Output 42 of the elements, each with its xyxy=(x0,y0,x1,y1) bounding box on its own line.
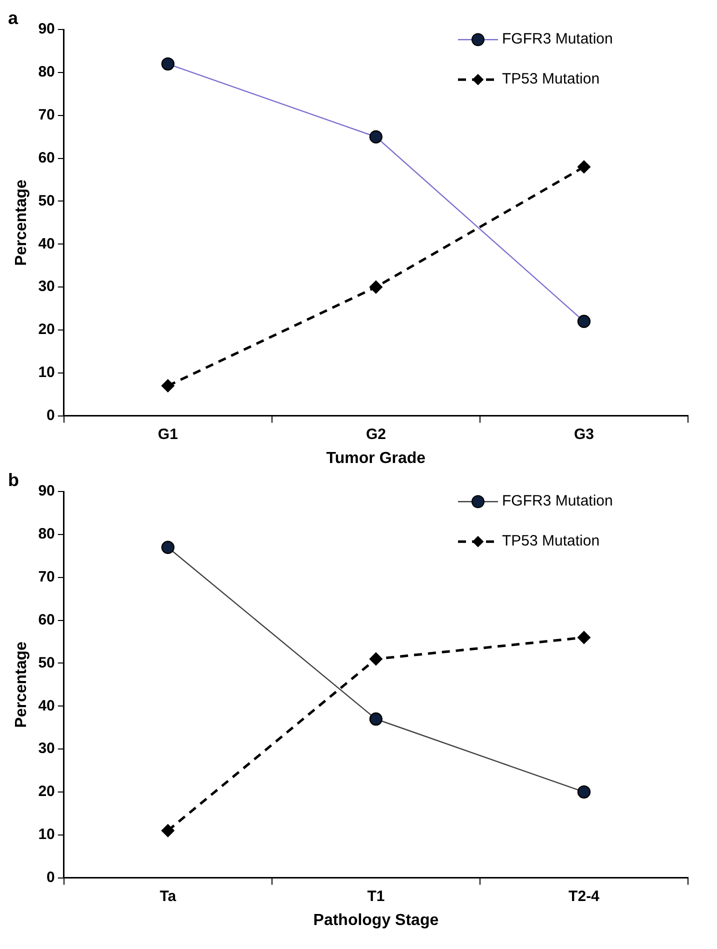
y-tick-label: 30 xyxy=(38,740,55,758)
y-tick-label: 10 xyxy=(38,826,55,844)
y-tick-label: 0 xyxy=(46,406,55,424)
point xyxy=(162,380,174,392)
y-tick-label: 40 xyxy=(38,697,55,714)
y-tick-label: 60 xyxy=(38,611,55,628)
point xyxy=(162,824,174,837)
legend-label: TP53 Mutation xyxy=(502,70,600,88)
y-axis-title: Percentage xyxy=(13,641,30,728)
y-tick-label: 90 xyxy=(38,482,55,500)
x-tick-label: G2 xyxy=(366,426,386,443)
point xyxy=(578,631,590,644)
point xyxy=(578,160,590,174)
legend-label: FGFR3 Mutation xyxy=(502,30,613,48)
y-axis-title: Percentage xyxy=(13,179,30,266)
y-tick-label: 0 xyxy=(46,868,55,886)
x-axis-title: Tumor Grade xyxy=(326,450,426,467)
x-tick-label: Ta xyxy=(160,888,177,905)
x-tick-label: G3 xyxy=(574,426,594,443)
x-tick-label: T2-4 xyxy=(568,888,600,905)
y-tick-label: 80 xyxy=(38,64,55,81)
point xyxy=(370,280,382,294)
y-tick-label: 20 xyxy=(38,321,55,338)
y-tick-label: 50 xyxy=(38,192,55,210)
y-tick-label: 90 xyxy=(38,20,55,38)
y-tick-label: 30 xyxy=(38,278,55,296)
y-tick-label: 10 xyxy=(38,364,55,382)
y-tick-label: 50 xyxy=(38,654,55,672)
chart-title: b xyxy=(8,470,19,490)
legend-label: TP53 Mutation xyxy=(502,532,600,550)
y-tick-label: 80 xyxy=(38,526,55,543)
y-tick-label: 40 xyxy=(38,235,55,252)
legend-label: FGFR3 Mutation xyxy=(502,492,613,510)
y-tick-label: 20 xyxy=(38,783,55,800)
point xyxy=(370,652,382,666)
x-tick-label: T1 xyxy=(367,888,385,905)
chart-title: a xyxy=(8,8,19,28)
y-tick-label: 60 xyxy=(38,149,55,166)
x-tick-label: G1 xyxy=(158,426,178,443)
y-tick-label: 70 xyxy=(38,106,55,124)
y-tick-label: 70 xyxy=(38,568,55,586)
x-axis-title: Pathology Stage xyxy=(313,912,439,929)
